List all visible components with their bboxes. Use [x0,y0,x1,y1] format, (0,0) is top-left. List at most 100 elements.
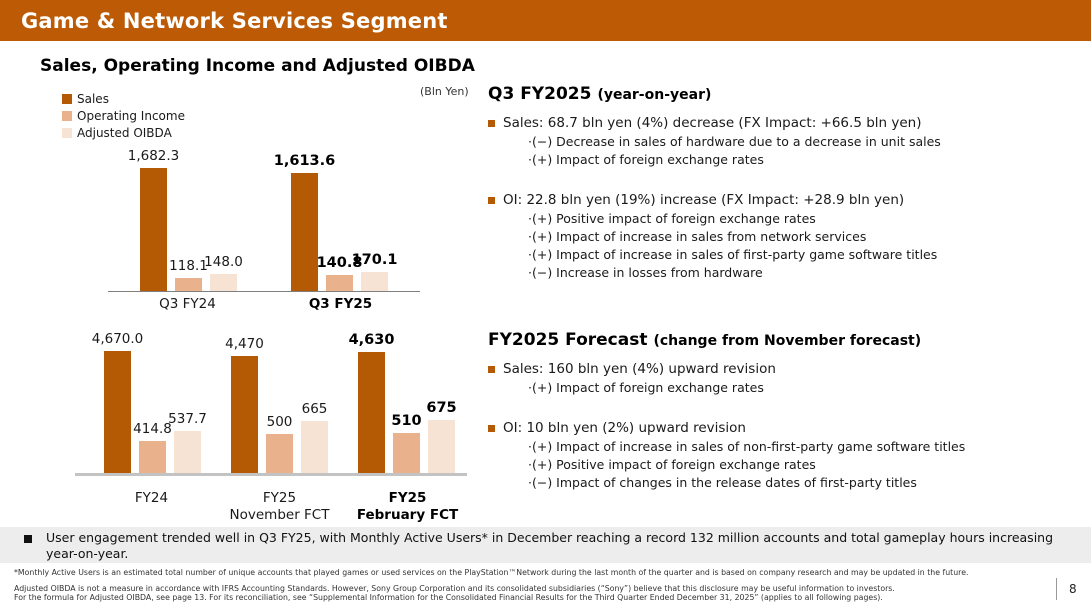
bullet-group: OI: 22.8 bln yen (19%) increase (FX Impa… [488,191,1088,282]
bar-value-label: 148.0 [204,254,243,271]
bar-slot: 510 [391,351,422,473]
annual-chart-categories: FY24 FY25 November FCT FY25 February FCT [75,490,467,524]
sub-bullet-text: ·(+) Impact of foreign exchange rates [528,380,764,395]
category-label: FY24 [104,490,199,524]
sub-bullet-text: ·(+) Impact of foreign exchange rates [528,152,764,167]
square-bullet-icon [488,425,495,432]
section-title-main: FY2025 Forecast [488,330,648,350]
bar-value-label: 140.8 [316,255,363,272]
category-label: Q3 FY25 [293,296,388,313]
bar-value-label: 4,670.0 [91,331,144,347]
section-q3-fy2025: Q3 FY2025 (year-on-year) Sales: 68.7 bln … [488,84,1088,282]
bar [104,351,131,473]
bar-slot: 675 [426,351,457,473]
footnote-mau: *Monthly Active Users is an estimated to… [14,568,969,577]
category-label: FY25 February FCT [356,490,459,524]
bar-group: 4,630 510 675 [349,332,457,473]
forecast-bullets: Sales: 160 bln yen (4%) upward revision ·… [488,360,1088,492]
category-label: Q3 FY24 [140,296,235,313]
bar-slot: 148.0 [204,168,243,291]
bar [361,271,388,291]
bar [231,356,258,473]
quarterly-chart-categories: Q3 FY24 Q3 FY25 [108,296,420,313]
bar-value-label: 537.7 [168,410,207,427]
bar-value-label: 675 [426,400,457,417]
bullet-text: Sales: 160 bln yen (4%) upward revision [503,361,776,377]
section-fy2025-forecast: FY2025 Forecast (change from November for… [488,330,1088,492]
category-label-text: Q3 FY25 [308,296,373,312]
sub-bullet-text: ·(+) Positive impact of foreign exchange… [528,211,816,226]
legend-label: Operating Income [77,109,185,123]
square-bullet-icon [488,120,495,127]
bar-group: 1,613.6 140.8 170.1 [274,153,397,291]
bar-group: 4,470 500 665 [225,336,328,473]
bar-slot: 1,613.6 [274,153,335,291]
bullet-item: OI: 22.8 bln yen (19%) increase (FX Impa… [488,191,1088,210]
bar [175,277,202,291]
sub-bullet-text: ·(−) Decrease in sales of hardware due t… [528,134,941,149]
legend-label: Adjusted OIBDA [77,126,172,140]
sub-bullet-text: ·(−) Impact of changes in the release da… [528,475,917,490]
slide-header: Game & Network Services Segment [0,0,1091,41]
bullet-group: OI: 10 bln yen (2%) upward revision ·(+) … [488,419,1088,492]
bullet-group: Sales: 160 bln yen (4%) upward revision ·… [488,360,1088,397]
unit-label: (Bln Yen) [420,85,469,98]
sub-bullet-text: ·(−) Increase in losses from hardware [528,265,763,280]
bar-group: 1,682.3 118.1 148.0 [128,148,243,291]
square-bullet-icon [488,366,495,373]
bar [210,274,237,291]
page-title: Game & Network Services Segment [21,8,448,33]
section-title-sub: (year-on-year) [597,87,712,103]
legend-swatch-icon [62,111,72,121]
sub-bullet-text: ·(+) Impact of increase in sales from ne… [528,229,867,244]
legend-swatch-icon [62,94,72,104]
quarterly-bar-chart: 1,682.3 118.1 148.0 1,613.6 140.8 170.1 [108,148,420,292]
bar [291,173,318,291]
bullet-text: OI: 10 bln yen (2%) upward revision [503,420,746,436]
bar-value-label: 510 [391,413,422,430]
bar-value-label: 4,630 [348,332,395,349]
bar-value-label: 414.8 [133,420,172,437]
bar-slot: 4,630 [349,332,394,473]
sub-bullet-text: ·(+) Impact of increase in sales of firs… [528,247,938,262]
category-label-text: FY25 February FCT [356,490,459,523]
legend-label: Sales [77,92,109,106]
bar-value-label: 665 [301,401,328,417]
section-title-main: Q3 FY2025 [488,84,592,104]
bar [393,433,420,473]
footnote-oibda-1: Adjusted OIBDA is not a measure in accor… [14,583,895,593]
bar-slot: 118.1 [169,168,208,291]
bar-value-label: 500 [266,413,293,430]
bar-slot: 500 [266,351,293,473]
annual-bar-chart: 4,670.0 414.8 537.7 4,470 500 665 4,630 510 675 [75,331,467,476]
bar-slot: 4,670.0 [92,331,143,473]
bar-slot: 140.8 [317,168,362,291]
bullet-item: OI: 10 bln yen (2%) upward revision [488,419,1088,438]
legend-item: Sales [62,92,185,106]
bullet-text: Sales: 68.7 bln yen (4%) decrease (FX Im… [503,115,922,131]
bar [428,420,455,473]
bar-value-label: 118.1 [169,257,208,274]
highlight-band: User engagement trended well in Q3 FY25,… [0,527,1091,563]
bar [139,440,166,473]
bar-slot: 4,470 [225,336,264,473]
highlight-text: User engagement trended well in Q3 FY25,… [46,530,1054,561]
bar-value-label: 170.1 [351,251,398,268]
bullet-item: Sales: 68.7 bln yen (4%) decrease (FX Im… [488,114,1088,133]
bar-group: 4,670.0 414.8 537.7 [92,331,207,473]
bar-value-label: 1,613.6 [273,153,336,170]
sub-bullet-text: ·(+) Impact of increase in sales of non-… [528,439,966,454]
section-title-forecast: FY2025 Forecast (change from November for… [488,330,1088,350]
q3-bullets: Sales: 68.7 bln yen (4%) decrease (FX Im… [488,114,1088,282]
bar [358,352,385,473]
category-label-text: FY25 November FCT [229,490,330,523]
bar-slot: 170.1 [352,168,397,291]
bar [301,421,328,473]
bar-slot: 414.8 [133,351,172,473]
category-label-text: Q3 FY24 [159,296,216,312]
square-bullet-icon [24,535,32,543]
footnote-oibda-2: For the formula for Adjusted OIBDA, see … [14,593,883,603]
category-label-text: FY24 [134,490,169,506]
bar [266,433,293,473]
